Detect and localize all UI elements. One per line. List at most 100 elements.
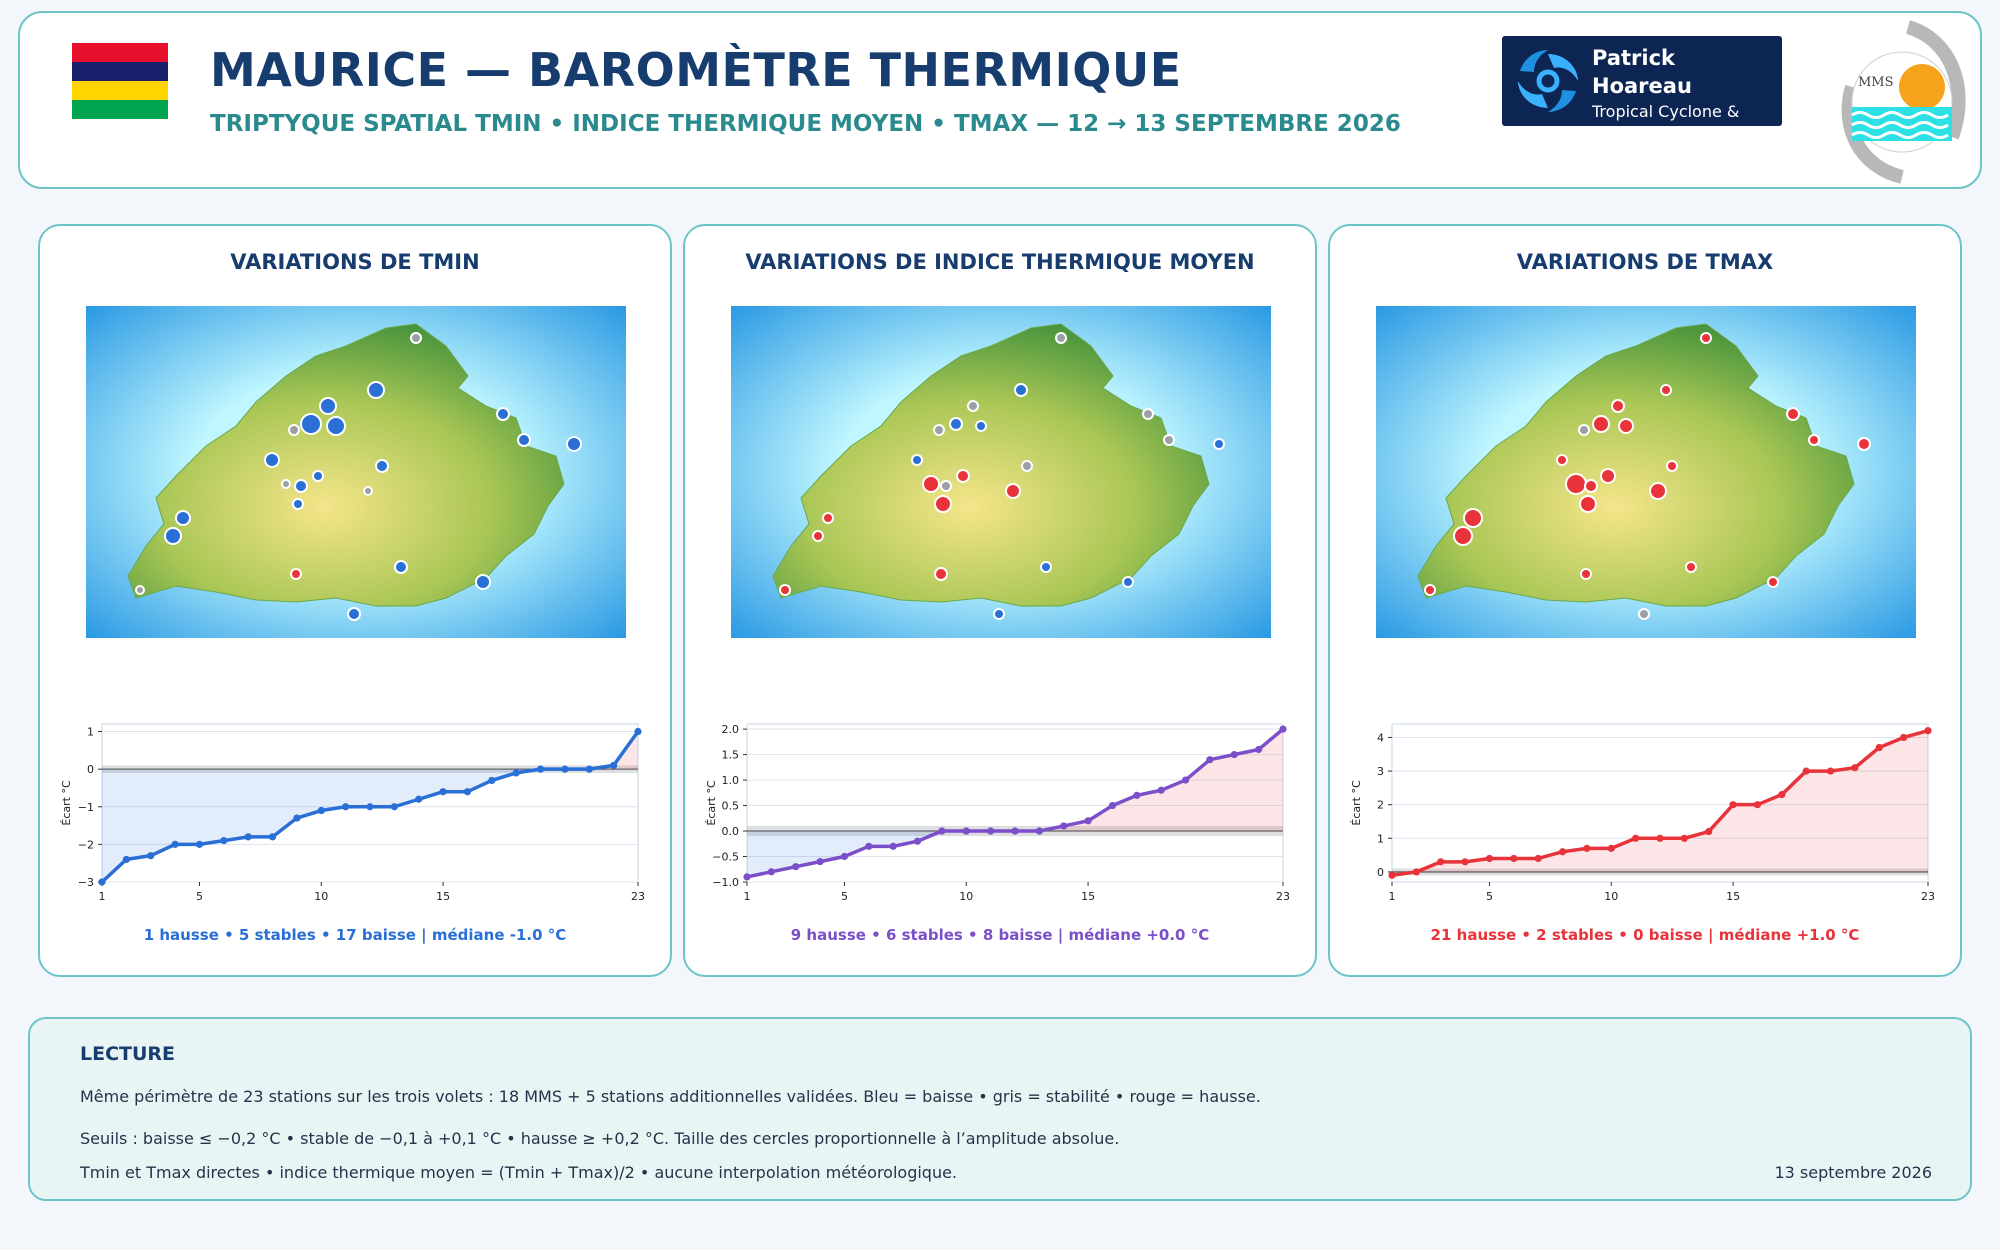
station-marker <box>1579 495 1597 513</box>
station-marker <box>1611 399 1625 413</box>
data-point <box>195 840 204 848</box>
data-point <box>98 878 106 886</box>
data-point <box>1924 727 1932 735</box>
station-marker <box>135 585 145 595</box>
station-marker <box>1660 384 1672 396</box>
station-marker <box>1556 454 1568 466</box>
x-tick-label: 5 <box>1486 890 1493 903</box>
data-point <box>390 803 398 811</box>
positive-area <box>1392 730 1928 872</box>
station-marker <box>812 530 824 542</box>
plot-area <box>1391 723 1929 883</box>
panel-indice: VARIATIONS DE INDICE THERMIQUE MOYEN −1.… <box>683 224 1317 977</box>
station-marker <box>1649 482 1667 500</box>
y-tick-label: 4 <box>1377 731 1384 744</box>
station-marker <box>300 413 322 435</box>
flag-stripe-red <box>72 43 168 62</box>
station-marker <box>1213 438 1225 450</box>
station-marker <box>394 560 408 574</box>
brand-name: Patrick Hoareau <box>1592 46 1692 98</box>
station-marker <box>375 459 389 473</box>
panel-tmax: VARIATIONS DE TMAX 0 1 2 3 4 1 5 10 15 23 Écart °C… <box>1328 224 1962 977</box>
data-point <box>1680 834 1688 842</box>
station-marker <box>949 417 963 431</box>
mms-logo-text: MMS <box>1858 75 1894 90</box>
station-marker <box>1021 460 1033 472</box>
station-map <box>86 306 626 638</box>
data-point <box>1412 868 1420 876</box>
flag-stripe-blue <box>72 62 168 81</box>
y-tick-label: 0 <box>1377 866 1384 879</box>
data-point <box>1133 791 1141 799</box>
x-tick-label: 23 <box>631 890 645 903</box>
data-point <box>463 788 472 796</box>
data-point <box>268 833 277 841</box>
station-marker <box>1463 508 1483 528</box>
station-marker <box>1578 424 1590 436</box>
data-point <box>1035 827 1043 835</box>
station-marker <box>1453 526 1473 546</box>
data-point <box>767 868 775 876</box>
station-marker <box>294 479 308 493</box>
data-point <box>220 837 228 845</box>
panel-summary: 1 hausse • 5 stables • 17 baisse | média… <box>143 926 567 944</box>
data-point <box>585 765 593 773</box>
data-point <box>1851 764 1859 772</box>
station-marker <box>1014 383 1028 397</box>
station-marker <box>1055 332 1067 344</box>
negative-area <box>102 769 638 882</box>
data-point <box>1011 827 1019 835</box>
data-point <box>1729 801 1737 809</box>
station-marker <box>1040 561 1052 573</box>
data-point <box>1279 725 1287 733</box>
y-tick-label: −3 <box>78 876 94 889</box>
brand-line2: Weather Monitoring <box>1592 125 1751 144</box>
data-point <box>1753 801 1762 809</box>
data-point <box>439 788 447 796</box>
station-map <box>1376 306 1916 638</box>
data-point <box>293 814 301 822</box>
data-point <box>938 827 946 835</box>
station-marker <box>1005 483 1021 499</box>
y-tick-label: −2 <box>78 838 94 851</box>
station-marker <box>566 436 582 452</box>
y-tick-label: 1 <box>1377 832 1384 845</box>
station-marker <box>1786 407 1800 421</box>
station-marker <box>779 584 791 596</box>
station-marker <box>1857 437 1871 451</box>
panel-title: VARIATIONS DE INDICE THERMIQUE MOYEN <box>745 250 1255 274</box>
data-point <box>536 765 545 773</box>
cyclone-icon <box>1518 50 1578 112</box>
data-point <box>244 833 252 841</box>
data-point <box>865 842 873 850</box>
panel-title: VARIATIONS DE TMAX <box>1516 250 1774 274</box>
station-marker <box>1584 479 1598 493</box>
station-map <box>731 306 1271 638</box>
station-marker <box>933 424 945 436</box>
data-point <box>415 795 423 803</box>
station-marker <box>822 512 834 524</box>
flag-stripe-green <box>72 100 168 119</box>
station-marker <box>326 416 346 436</box>
brand-line1: Tropical Cyclone & <box>1592 102 1740 121</box>
lecture-card: LECTURE Même périmètre de 23 stations su… <box>28 1017 1972 1201</box>
y-axis-label: Écart °C <box>705 780 718 826</box>
positive-area <box>747 729 1283 832</box>
station-marker <box>1122 576 1134 588</box>
station-marker <box>1685 561 1697 573</box>
x-tick-label: 15 <box>436 890 450 903</box>
y-tick-label: 1 <box>87 726 94 739</box>
x-tick-label: 1 <box>744 890 751 903</box>
station-marker <box>175 510 191 526</box>
data-point <box>840 852 849 861</box>
station-marker <box>967 400 979 412</box>
station-marker <box>1618 418 1634 434</box>
data-point <box>1230 750 1238 759</box>
data-point <box>317 806 325 815</box>
station-marker <box>292 498 304 510</box>
flag-stripe-yellow <box>72 81 168 100</box>
data-point <box>1060 822 1068 830</box>
data-point <box>913 837 922 845</box>
station-marker <box>934 495 952 513</box>
